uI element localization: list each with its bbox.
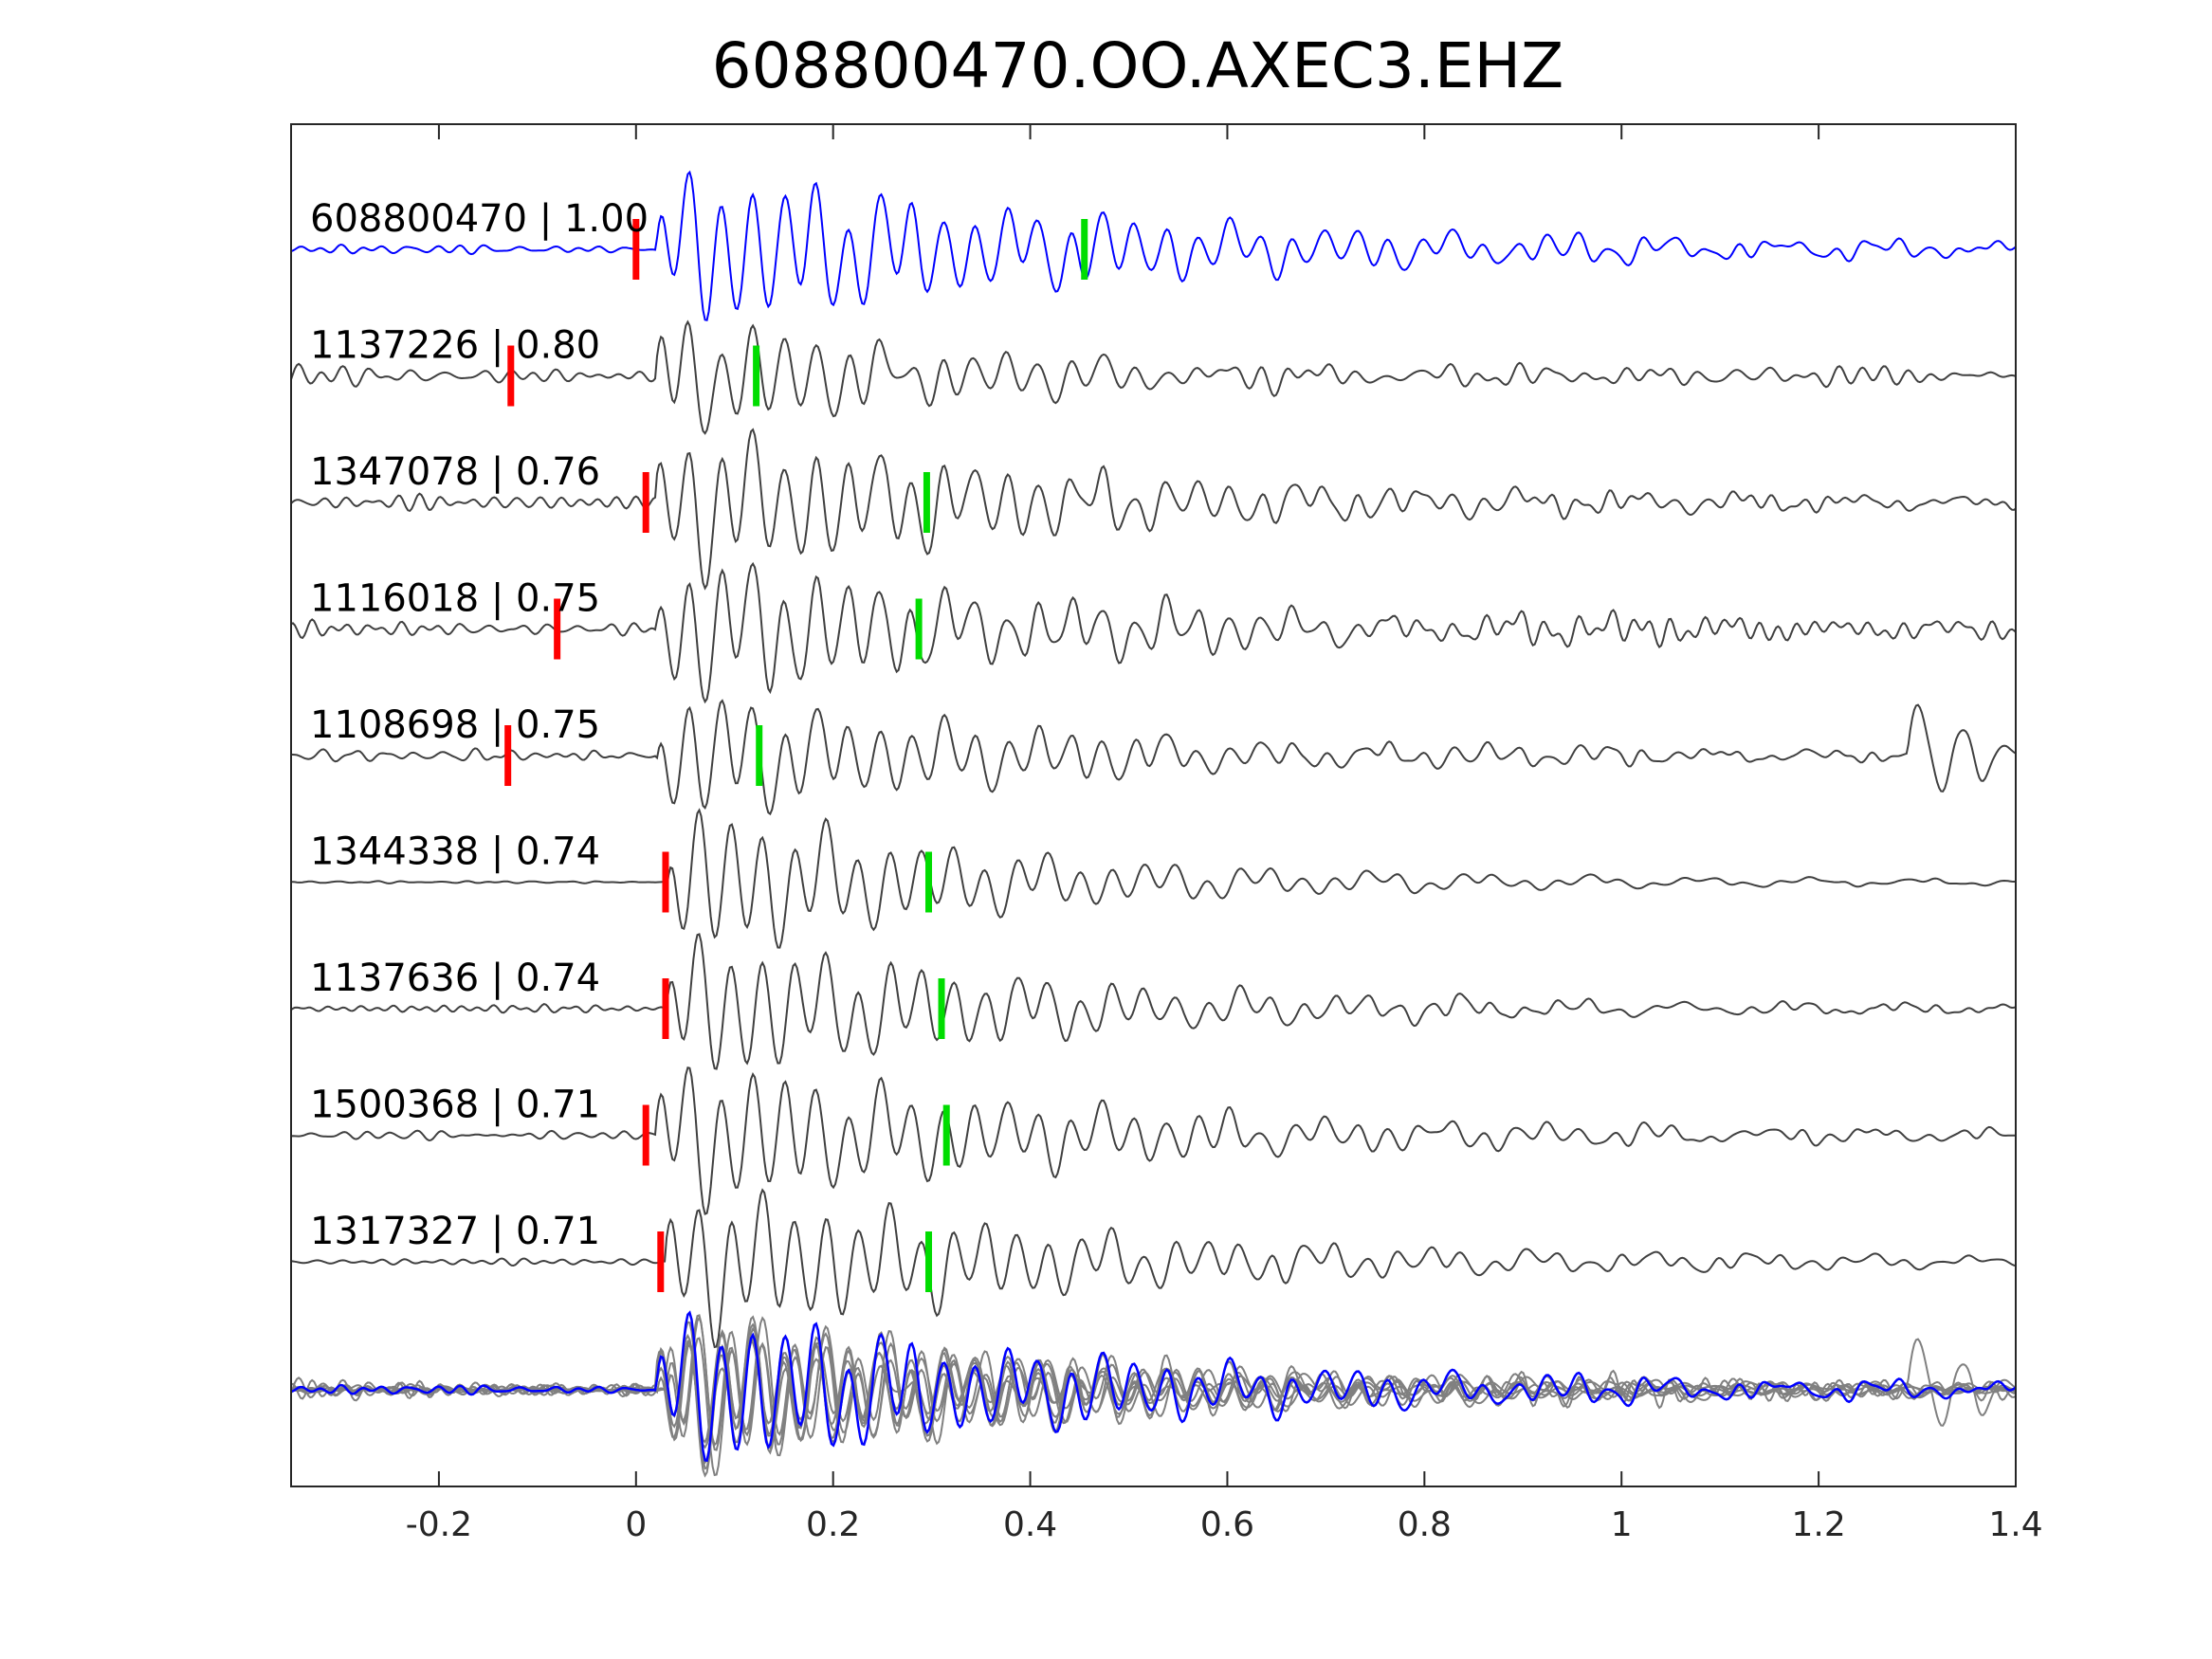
trace-line-0 bbox=[290, 170, 2017, 321]
overlay-trace-reference bbox=[290, 1310, 2017, 1463]
trace-label-6: 1137636 | 0.74 bbox=[310, 957, 600, 1000]
trace-label-5: 1344338 | 0.74 bbox=[310, 830, 600, 874]
picks-group bbox=[504, 219, 1088, 1292]
traces-group bbox=[290, 170, 2017, 1349]
trace-label-0: 608800470 | 1.00 bbox=[310, 197, 649, 241]
trace-label-8: 1317327 | 0.71 bbox=[310, 1210, 600, 1253]
trace-label-3: 1116018 | 0.75 bbox=[310, 577, 600, 621]
chart-title: 608800470.OO.AXEC3.EHZ bbox=[712, 29, 1564, 102]
trace-label-4: 1108698 | 0.75 bbox=[310, 703, 600, 747]
trace-label-7: 1500368 | 0.71 bbox=[310, 1084, 600, 1127]
x-tick-label-2: 0.2 bbox=[806, 1505, 860, 1544]
x-tick-label-8: 1.4 bbox=[1988, 1505, 2042, 1544]
trace-line-4 bbox=[290, 699, 2017, 816]
trace-line-3 bbox=[290, 561, 2017, 704]
x-tick-label-3: 0.4 bbox=[1003, 1505, 1057, 1544]
overlay-trace-8 bbox=[290, 1316, 2017, 1477]
x-tick-label-7: 1.2 bbox=[1791, 1505, 1845, 1544]
trace-label-1: 1137226 | 0.80 bbox=[310, 324, 600, 368]
x-tick-label-5: 0.8 bbox=[1398, 1505, 1452, 1544]
trace-line-8 bbox=[290, 1188, 2017, 1349]
x-tick-label-6: 1 bbox=[1611, 1505, 1633, 1544]
x-tick-label-4: 0.6 bbox=[1200, 1505, 1254, 1544]
trace-line-2 bbox=[290, 428, 2017, 591]
x-axis-ticks: -0.2 0 0.2 0.4 0.6 0.8 1 1.2 1.4 bbox=[406, 124, 2043, 1544]
trace-label-2: 1347078 | 0.76 bbox=[310, 450, 600, 494]
trace-line-1 bbox=[290, 319, 2017, 435]
x-tick-label-0: -0.2 bbox=[406, 1505, 472, 1544]
axes-frame bbox=[290, 123, 2017, 1487]
overlay-group bbox=[290, 1310, 2017, 1478]
trace-labels-group: 608800470 | 1.00 1137226 | 0.80 1347078 | … bbox=[310, 197, 649, 1253]
trace-line-7 bbox=[290, 1066, 2016, 1216]
trace-line-5 bbox=[291, 808, 2017, 949]
trace-line-6 bbox=[290, 933, 2017, 1070]
x-tick-label-1: 0 bbox=[625, 1505, 647, 1544]
